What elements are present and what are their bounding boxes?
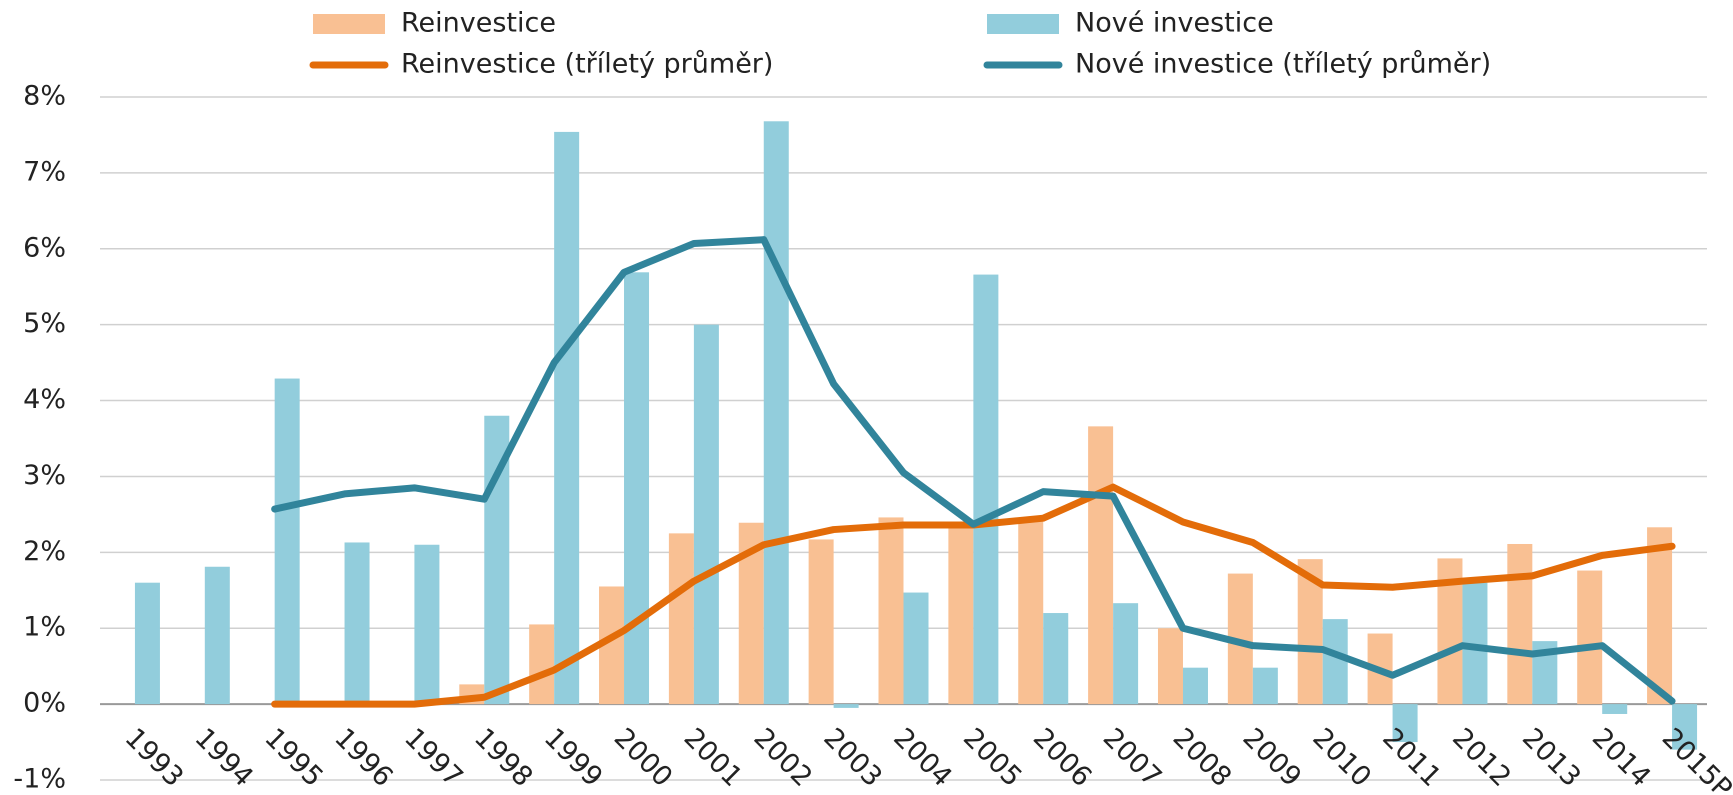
bar — [1157, 628, 1183, 705]
y-tick-label: 1% — [23, 612, 66, 643]
y-tick-label: 0% — [23, 688, 66, 719]
x-tick-label: 2007 — [1097, 722, 1168, 793]
y-tick-label: 2% — [23, 536, 66, 567]
bar — [1322, 619, 1348, 705]
bar — [1392, 704, 1418, 743]
x-tick-label: 2001 — [678, 722, 749, 793]
bar — [529, 624, 555, 705]
x-tick-label: 1993 — [119, 722, 190, 793]
bar — [274, 378, 300, 705]
bar — [1182, 667, 1208, 705]
legend-label: Nové investice — [1075, 8, 1274, 39]
bar — [808, 539, 834, 705]
y-tick-label: 5% — [23, 308, 66, 339]
x-tick-label: 1996 — [328, 722, 399, 793]
legend-swatch — [987, 14, 1059, 34]
x-tick-label: 2004 — [887, 722, 958, 793]
bar — [554, 131, 580, 705]
legend-label: Reinvestice (tříletý průměr) — [401, 49, 773, 80]
x-tick-label: 1994 — [189, 722, 260, 793]
x-tick-label: 2000 — [608, 722, 679, 793]
bar — [973, 274, 999, 705]
x-tick-label: 2005 — [957, 722, 1028, 793]
bar — [693, 324, 719, 705]
bar — [833, 704, 859, 708]
bar — [1672, 704, 1698, 750]
legend-label: Nové investice (tříletý průměr) — [1075, 49, 1491, 80]
x-tick-label: 1998 — [468, 722, 539, 793]
y-tick-label: 7% — [23, 156, 66, 187]
x-tick-label: 2002 — [748, 722, 819, 793]
bar — [1577, 570, 1603, 705]
x-tick-label: 2013 — [1516, 722, 1587, 793]
bar — [878, 517, 904, 705]
bar — [948, 527, 974, 705]
bar — [668, 533, 694, 705]
x-tick-label: 2008 — [1167, 722, 1238, 793]
legend-label: Reinvestice — [401, 8, 556, 39]
bar — [414, 544, 440, 705]
bar — [1602, 704, 1628, 714]
y-tick-label: 8% — [23, 81, 66, 112]
y-tick-label: 6% — [23, 232, 66, 263]
x-tick-label: 1997 — [398, 722, 469, 793]
bar — [1647, 527, 1673, 705]
bar — [1113, 603, 1139, 705]
bar — [204, 566, 230, 705]
x-tick-label: 2006 — [1027, 722, 1098, 793]
x-tick-label: 1995 — [258, 722, 329, 793]
x-tick-label: 2010 — [1306, 722, 1377, 793]
y-tick-label: 3% — [23, 460, 66, 491]
bar — [1252, 667, 1278, 705]
bar — [1018, 519, 1044, 705]
legend-swatch — [313, 14, 385, 34]
y-tick-label: -1% — [13, 764, 66, 795]
bar — [1507, 543, 1533, 705]
x-tick-label: 1999 — [538, 722, 609, 793]
bar — [903, 592, 929, 705]
bar — [763, 121, 789, 705]
y-tick-label: 4% — [23, 384, 66, 415]
bar — [1088, 426, 1114, 705]
x-tick-label: 2003 — [817, 722, 888, 793]
bar — [134, 582, 160, 705]
x-tick-label: 2012 — [1446, 722, 1517, 793]
x-tick-label: 2009 — [1237, 722, 1308, 793]
bar — [624, 272, 650, 705]
line — [271, 236, 1676, 705]
x-tick-label: 2014 — [1586, 722, 1657, 793]
bar — [344, 542, 370, 705]
bar — [1043, 613, 1069, 705]
